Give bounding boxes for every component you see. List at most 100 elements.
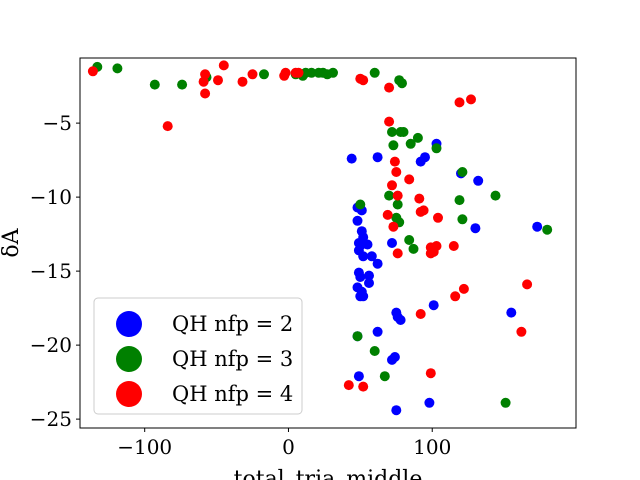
point-series2-14 — [369, 67, 380, 78]
point-series3-1 — [200, 69, 211, 80]
point-series1-21 — [364, 270, 374, 281]
point-series3-40 — [516, 326, 527, 337]
point-series2-20 — [388, 140, 399, 151]
plot-frame — [79, 57, 577, 429]
legend-label-series1: QH nfp = 2 — [172, 312, 293, 336]
point-series1-16 — [358, 251, 369, 262]
point-series2-1 — [112, 63, 123, 74]
point-series2-27 — [384, 190, 395, 201]
point-series1-29 — [532, 221, 543, 232]
point-series2-36 — [352, 331, 363, 342]
point-series3-22 — [387, 180, 397, 191]
x-tick-label: −100 — [117, 435, 172, 459]
point-series3-35 — [448, 241, 459, 251]
y-tick-label: −15 — [30, 259, 72, 283]
point-series2-34 — [408, 243, 419, 254]
point-series2-23 — [431, 143, 442, 154]
y-axis-label: δA — [0, 227, 24, 257]
point-series1-36 — [372, 326, 383, 337]
point-series2-22 — [412, 132, 423, 143]
point-series3-29 — [388, 221, 399, 232]
point-series3-37 — [450, 291, 461, 302]
legend-label-series2: QH nfp = 3 — [172, 347, 293, 371]
point-series1-39 — [353, 371, 364, 382]
point-series2-30 — [457, 214, 468, 225]
point-series3-41 — [425, 368, 436, 379]
point-series3-34 — [425, 248, 436, 259]
point-series1-27 — [358, 291, 369, 302]
point-series3-15 — [454, 97, 465, 108]
point-series1-18 — [372, 258, 383, 269]
point-series3-0 — [87, 66, 98, 77]
point-series3-2 — [198, 76, 209, 87]
point-series2-38 — [379, 371, 390, 382]
point-series3-36 — [458, 283, 469, 294]
point-series2-21 — [405, 138, 416, 149]
point-series2-13 — [328, 67, 338, 78]
point-series3-28 — [433, 212, 443, 223]
point-series3-17 — [162, 121, 173, 132]
point-series1-34 — [395, 315, 406, 325]
y-tick-label: −20 — [30, 333, 72, 357]
y-tick-label: −10 — [30, 185, 72, 209]
point-series1-30 — [506, 307, 517, 318]
legend-box — [93, 297, 303, 415]
x-tick-label: 100 — [413, 435, 451, 459]
point-series3-24 — [414, 193, 425, 204]
point-series3-5 — [218, 60, 229, 71]
point-series3-6 — [237, 76, 248, 87]
point-series3-38 — [522, 279, 533, 290]
legend-marker-series3 — [116, 381, 142, 407]
point-series2-33 — [404, 235, 415, 245]
point-series1-40 — [424, 397, 435, 408]
legend-marker-series1 — [116, 311, 142, 337]
point-series3-43 — [358, 381, 369, 392]
point-series3-19 — [389, 156, 400, 167]
legend: QH nfp = 2 QH nfp = 3 QH nfp = 4 — [93, 297, 303, 415]
point-series2-29 — [355, 199, 366, 210]
point-series3-4 — [213, 75, 223, 86]
point-series3-13 — [358, 75, 369, 86]
point-series2-9 — [306, 67, 317, 78]
point-series1-38 — [387, 354, 397, 365]
y-tick-label: −5 — [43, 111, 72, 135]
point-series3-18 — [384, 116, 395, 127]
x-tick-label: 0 — [282, 435, 295, 459]
point-series2-19 — [398, 127, 409, 137]
point-series1-28 — [470, 223, 481, 234]
point-series2-28 — [392, 199, 403, 210]
legend-marker-series2 — [116, 346, 142, 372]
point-series1-1 — [372, 152, 383, 163]
point-series2-2 — [149, 79, 160, 90]
point-series1-41 — [391, 405, 402, 416]
point-series3-21 — [404, 174, 415, 185]
point-series2-17 — [387, 127, 397, 137]
point-series2-26 — [454, 195, 465, 206]
data-points — [87, 60, 553, 416]
point-series3-16 — [466, 94, 476, 105]
point-series3-23 — [392, 190, 403, 201]
point-series3-11 — [293, 67, 304, 78]
point-series3-39 — [415, 309, 426, 319]
point-series1-4 — [415, 156, 426, 167]
legend-label-series3: QH nfp = 4 — [172, 382, 293, 406]
point-series2-24 — [457, 167, 468, 177]
point-series2-25 — [490, 190, 501, 201]
point-series3-14 — [384, 82, 395, 93]
point-series1-22 — [355, 272, 366, 282]
point-series3-26 — [418, 205, 429, 216]
point-series2-35 — [542, 224, 553, 235]
point-series3-3 — [200, 88, 211, 99]
point-series1-9 — [352, 215, 363, 226]
point-series3-20 — [391, 167, 402, 177]
point-series1-15 — [362, 239, 373, 250]
point-series2-39 — [500, 397, 511, 408]
x-axis: −100 0 100 — [117, 428, 451, 459]
point-series3-30 — [392, 248, 403, 259]
point-series3-27 — [382, 209, 393, 220]
point-series3-42 — [343, 380, 354, 391]
point-series2-16 — [397, 78, 407, 89]
point-series2-3 — [177, 79, 188, 90]
y-tick-label: −25 — [30, 407, 72, 431]
